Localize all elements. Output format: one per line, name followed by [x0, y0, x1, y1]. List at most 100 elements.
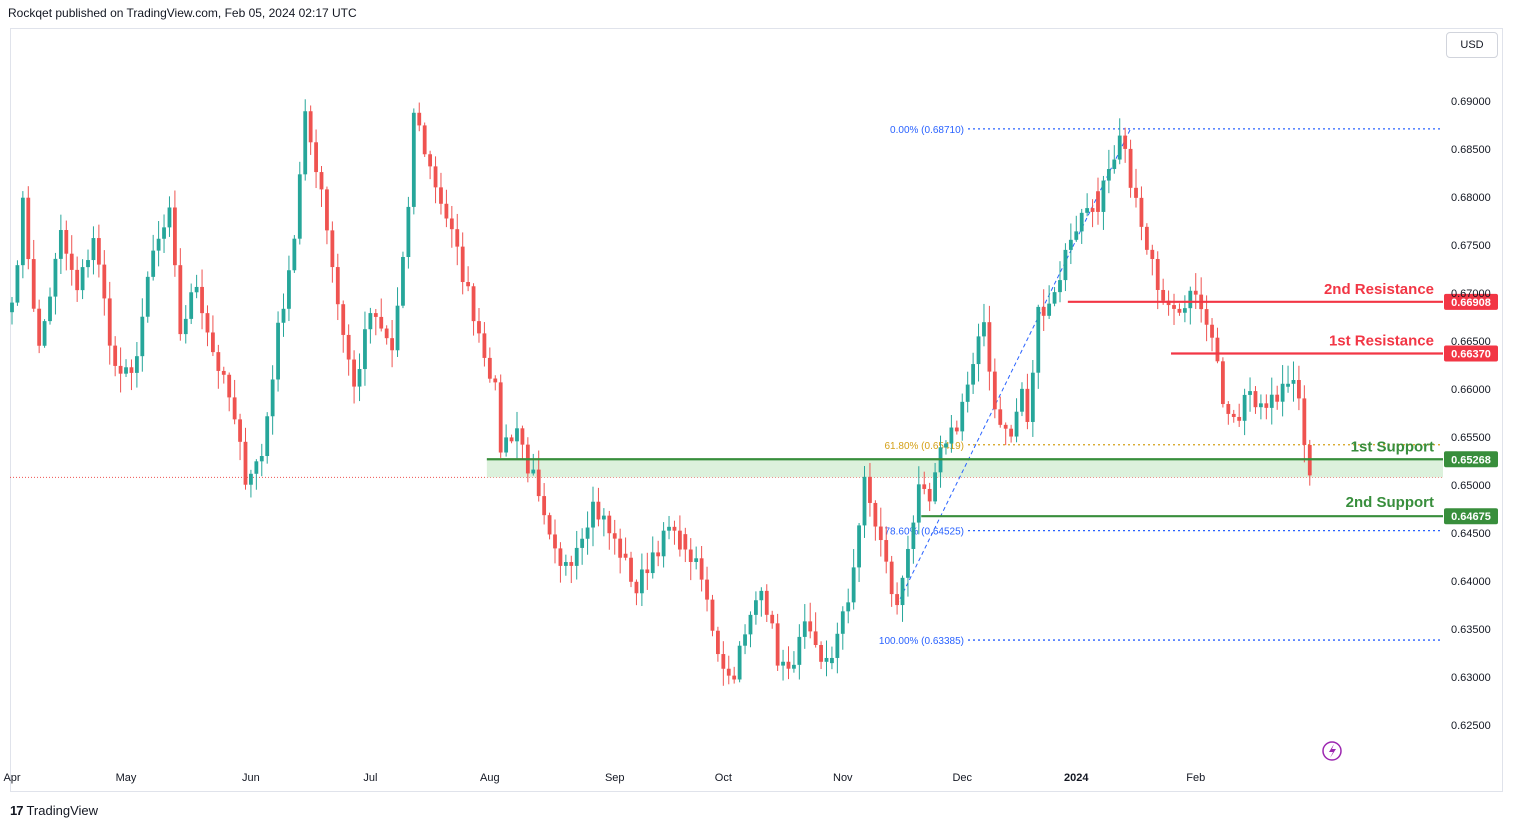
candle [726, 655, 731, 685]
lightning-icon[interactable] [1322, 741, 1342, 761]
candle [520, 425, 525, 460]
candle [808, 602, 813, 639]
candle [558, 542, 563, 583]
candle [319, 166, 324, 207]
candle [249, 469, 253, 498]
candle-body [1161, 289, 1166, 301]
candle [487, 347, 492, 383]
level-2nd-resistance[interactable]: 2nd Resistance 0.66908 [1067, 281, 1498, 310]
candle-body [173, 207, 177, 266]
currency-button[interactable]: USD [1446, 32, 1498, 58]
level-1st-resistance[interactable]: 1st Resistance 0.66370 [1171, 332, 1498, 362]
level-label: 2nd Resistance [1324, 281, 1434, 298]
candle [1150, 244, 1155, 276]
candle-body [688, 549, 693, 562]
candle [1036, 304, 1041, 389]
candle [1182, 295, 1187, 323]
time-tick-label: 2024 [1064, 772, 1089, 784]
candle-body [1036, 306, 1041, 373]
candle [1269, 377, 1274, 425]
candle [569, 555, 574, 584]
candle [515, 411, 519, 459]
candle-body [493, 378, 498, 383]
candle [373, 309, 378, 336]
level-label: 1st Resistance [1329, 332, 1434, 349]
candle [1242, 388, 1247, 436]
candle-body [243, 441, 248, 485]
level-2nd-support[interactable]: 2nd Support 0.64675 [921, 494, 1498, 525]
candle [37, 299, 42, 354]
candle-body [42, 321, 47, 346]
candle [933, 462, 937, 505]
candle-body [699, 558, 704, 580]
candle-body [1052, 292, 1057, 304]
fib-level-label: 78.60% (0.64525) [884, 527, 964, 538]
candle [308, 105, 313, 155]
candle-body [167, 207, 172, 228]
level-1st-support[interactable]: 1st Support 0.65268 [486, 438, 1498, 468]
candle [596, 487, 601, 527]
level-price-badge [1444, 508, 1498, 525]
tradingview-footer[interactable]: 17 TradingView [10, 800, 98, 820]
candle-body [830, 657, 834, 664]
candle-body [721, 654, 726, 669]
candle [607, 510, 612, 550]
key-levels[interactable]: 2nd Resistance 0.66908 1st Resistance 0.663… [486, 281, 1498, 525]
price-axis[interactable]: 0.69000 0.68500 0.68000 0.67500 0.67000 0.665… [1451, 96, 1491, 732]
price-tick-label: 0.66500 [1451, 336, 1491, 348]
candle [509, 434, 514, 444]
candle [455, 213, 460, 266]
candle-body [775, 623, 780, 666]
candle [151, 234, 156, 281]
candle-body [37, 308, 42, 346]
candle-body [1248, 391, 1252, 395]
candle-body [585, 527, 590, 539]
candle [31, 239, 36, 312]
price-tick-label: 0.67500 [1451, 240, 1491, 252]
publish-header: Rockqet published on TradingView.com, Fe… [8, 6, 357, 20]
candle [1058, 261, 1062, 303]
candle [645, 552, 650, 590]
candle-body [960, 401, 965, 432]
candle-body [449, 218, 454, 230]
candle-body [134, 356, 139, 373]
candle [1003, 422, 1008, 446]
level-price-badge [1444, 451, 1498, 468]
candle [439, 172, 443, 215]
candle-body [194, 286, 199, 293]
candle-body [802, 621, 807, 637]
time-axis[interactable]: Apr May Jun Jul Aug Sep Oct Nov Dec 2024 Feb [3, 772, 1205, 784]
candle [352, 350, 356, 404]
candle-body [428, 154, 433, 167]
candle-body [287, 270, 291, 309]
candle-body [580, 538, 585, 548]
candle [710, 594, 715, 637]
candle [797, 624, 802, 680]
candle-body [444, 203, 449, 219]
fibonacci-retracement[interactable]: 0.00% (0.68710) 61.80% (0.65419) 78.60% (0… [879, 125, 1443, 647]
candle-body [629, 557, 633, 582]
candle-body [20, 197, 25, 266]
candle-body [895, 594, 899, 606]
candle [259, 443, 264, 477]
candle-body [1172, 305, 1176, 309]
candle [639, 553, 644, 607]
fib-level-label: 100.00% (0.63385) [879, 636, 964, 647]
candle [325, 186, 329, 245]
candle [954, 420, 959, 435]
candle [873, 500, 878, 541]
price-tick-label: 0.64500 [1451, 528, 1491, 540]
candle [743, 624, 747, 655]
candle [764, 584, 769, 622]
candle [862, 466, 867, 538]
candle [1264, 394, 1269, 420]
candle [982, 303, 986, 347]
candle [634, 579, 639, 606]
candle-body [346, 334, 351, 360]
candle-body [352, 359, 356, 387]
candle [232, 379, 237, 425]
time-tick-label: Aug [480, 772, 500, 784]
candle [906, 535, 910, 597]
candle-body [667, 526, 671, 531]
